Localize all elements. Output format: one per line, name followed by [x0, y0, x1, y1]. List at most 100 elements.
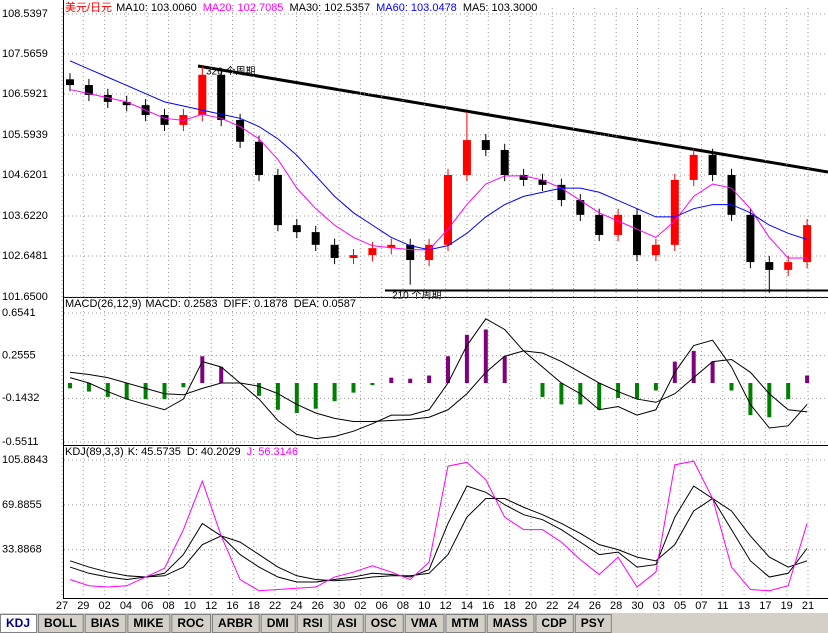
- tab-label[interactable]: CDP: [541, 616, 566, 630]
- indicator-name: MA10:: [116, 2, 148, 14]
- indicator-line: [69, 350, 808, 423]
- y-tick-label: 106.5921: [2, 88, 48, 100]
- indicator-value: 102.5357: [324, 2, 370, 14]
- x-tick-label: 05: [674, 600, 686, 612]
- x-tick-label: 02: [99, 600, 111, 612]
- tab-label[interactable]: BIAS: [91, 616, 120, 630]
- tab-label[interactable]: ARBR: [218, 616, 253, 630]
- macd-bar: [635, 383, 639, 400]
- macd-bar: [464, 334, 469, 384]
- tab-label[interactable]: RSI: [303, 616, 323, 630]
- panel-grid: [61, 307, 828, 446]
- macd-bar: [351, 383, 356, 393]
- candle-body: [538, 179, 547, 185]
- indicator-line: [69, 318, 808, 440]
- indicator-value: 0.2583: [184, 298, 218, 310]
- tab-label[interactable]: MASS: [493, 616, 528, 630]
- panel-title: MACD(26,12,9): [65, 298, 141, 310]
- indicator-name: D:: [187, 446, 198, 458]
- candle-body: [803, 225, 812, 263]
- tab-label[interactable]: PSY: [581, 616, 605, 630]
- candle-body: [84, 85, 93, 95]
- candle-body: [198, 74, 207, 116]
- candle-body: [500, 149, 509, 176]
- macd-bar: [691, 350, 696, 384]
- indicator-name: MA30:: [289, 2, 321, 14]
- panel: [68, 318, 810, 440]
- x-tick-label: 12: [440, 600, 452, 612]
- x-tick-label: 28: [610, 600, 622, 612]
- macd-bar: [597, 383, 602, 410]
- tab-label[interactable]: ROC: [177, 616, 204, 630]
- indicator-name: DIFF:: [224, 298, 252, 310]
- tab-label[interactable]: ASI: [337, 616, 357, 630]
- indicator-value: 40.2029: [201, 446, 241, 458]
- tab-label[interactable]: VMA: [411, 616, 438, 630]
- candle-body: [614, 214, 623, 235]
- x-tick-label: 07: [695, 600, 707, 612]
- x-tick-label: 24: [290, 600, 302, 612]
- x-tick-label: 06: [376, 600, 388, 612]
- macd-bar: [540, 383, 545, 397]
- candle-body: [727, 175, 736, 215]
- y-tick-label: 105.8843: [2, 454, 48, 466]
- y-tick-label: 108.5397: [2, 8, 48, 20]
- tab-label[interactable]: BOLL: [44, 616, 77, 630]
- x-tick-label: 14: [461, 600, 473, 612]
- y-tick-label: 103.6220: [2, 210, 48, 222]
- panel-grid: [61, 454, 828, 596]
- y-tick-label: 0.2555: [2, 350, 36, 362]
- x-tick-label: 06: [141, 600, 153, 612]
- tab-label[interactable]: MIKE: [133, 616, 163, 630]
- panel: [66, 60, 812, 293]
- candle-body: [103, 94, 112, 102]
- x-tick-label: 12: [205, 600, 217, 612]
- indicator-line: [69, 497, 808, 582]
- x-tick-label: 22: [546, 600, 558, 612]
- x-tick-label: 16: [482, 600, 494, 612]
- tab-label[interactable]: OSC: [371, 616, 397, 630]
- x-tick-label: 21: [802, 600, 814, 612]
- y-tick-label: 102.6481: [2, 250, 48, 262]
- candle-body: [160, 115, 169, 125]
- y-tick-label: 101.6500: [2, 291, 48, 303]
- trend-line: [197, 64, 828, 174]
- macd-bar: [729, 383, 734, 391]
- indicator-line: [69, 460, 808, 592]
- y-tick-label: 0.6541: [2, 307, 36, 319]
- candle-body: [311, 232, 320, 245]
- tab-label[interactable]: DMI: [267, 616, 289, 630]
- x-tick-label: 20: [525, 600, 537, 612]
- macd-bar: [805, 375, 810, 384]
- x-tick-label: 18: [503, 600, 515, 612]
- candle-body: [689, 154, 698, 180]
- candle-body: [66, 79, 74, 86]
- x-tick-label: 13: [738, 600, 750, 612]
- tab-label[interactable]: MTM: [451, 616, 478, 630]
- indicator-value: 103.0478: [411, 2, 457, 14]
- panel: [69, 460, 808, 592]
- tab-label[interactable]: KDJ: [6, 616, 30, 630]
- x-tick-label: 11: [717, 600, 728, 612]
- macd-bar: [653, 383, 658, 391]
- x-tick-label: 08: [397, 600, 409, 612]
- x-tick-label: 10: [418, 600, 430, 612]
- macd-bar: [332, 383, 337, 402]
- panel-title: 美元/日元: [65, 1, 112, 14]
- x-tick-label: 08: [162, 600, 174, 612]
- candle-body: [330, 244, 339, 258]
- candle-body: [765, 262, 774, 270]
- y-tick-label: 104.6201: [2, 169, 48, 181]
- candle-body: [651, 244, 660, 256]
- macd-bar: [748, 383, 753, 416]
- x-tick-label: 22: [269, 600, 281, 612]
- candle-body: [387, 244, 396, 249]
- macd-bar: [559, 383, 564, 405]
- indicator-name: MA60:: [376, 2, 408, 14]
- x-tick-label: 26: [312, 600, 324, 612]
- candle-body: [519, 175, 528, 180]
- macd-bar: [389, 377, 394, 384]
- x-tick-label: 29: [77, 600, 89, 612]
